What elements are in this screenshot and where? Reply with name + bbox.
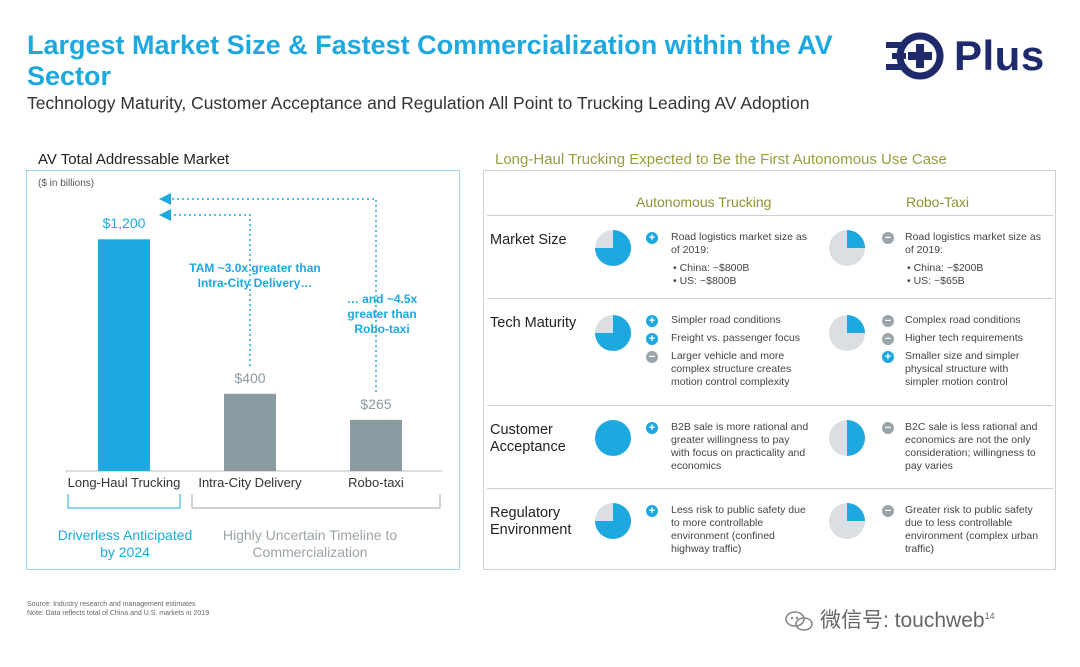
row-label: Market Size [490, 232, 567, 248]
robotaxi-pie-chart [829, 420, 865, 456]
bar-value-label: $1,200 [102, 215, 146, 232]
plus-icon: + [646, 505, 658, 517]
footnote-source: Source: Industry research and management… [27, 601, 196, 608]
row-divider [487, 215, 1053, 216]
bullet-text: Freight vs. passenger focus [671, 332, 800, 344]
bullet-text: B2C sale is less rational and economics … [905, 421, 1038, 472]
robotaxi-pie-chart [829, 230, 865, 266]
bar-category-label: Intra-City Delivery [198, 475, 302, 490]
wechat-icon [785, 611, 813, 632]
page-title: Largest Market Size & Fastest Commercial… [27, 30, 833, 91]
bullet-text: Larger vehicle and more complex structur… [671, 350, 792, 388]
minus-icon: − [882, 422, 894, 434]
bullet-text: Simpler road conditions [671, 314, 781, 326]
minus-icon: − [882, 505, 894, 517]
row-divider [487, 405, 1053, 406]
watermark-superscript: 14 [984, 611, 995, 621]
robotaxi-pie-chart [829, 503, 865, 539]
row-divider [487, 298, 1053, 299]
logo-text: Plus [954, 32, 1045, 79]
bullet-text: Greater risk to public safety due to les… [905, 504, 1039, 555]
bullet-text: Smaller size and simpler physical struct… [905, 350, 1020, 388]
plus-icon: + [646, 232, 658, 244]
bar-value-label: $265 [360, 395, 392, 412]
plus-icon: + [646, 315, 658, 327]
bullet-text: Road logistics market size as of 2019: [905, 231, 1041, 256]
tam-units: ($ in billions) [38, 178, 95, 189]
plus-icon: + [646, 422, 658, 434]
driverless-note: Driverless Anticipated by 2024 [57, 527, 193, 560]
bullet-text: Higher tech requirements [905, 332, 1023, 344]
robotaxi-pie-chart [829, 315, 865, 351]
uncertain-note: Highly Uncertain Timeline to Commerciali… [222, 527, 398, 560]
plus-icon: + [646, 333, 658, 345]
trucking-pie-chart [595, 503, 631, 539]
bullet-text: • US: ~$65B [907, 275, 965, 287]
row-label: Tech Maturity [490, 315, 577, 331]
bullet-text: Road logistics market size as of 2019: [671, 231, 807, 256]
bullet-text: Complex road conditions [905, 314, 1021, 326]
plus-icon: + [882, 351, 894, 363]
bullet-text: • China: ~$200B [907, 262, 984, 274]
bullet-text: • China: ~$800B [673, 262, 750, 274]
bullet-text: • US: ~$800B [673, 275, 737, 287]
wechat-watermark: 微信号: touchweb14 [784, 604, 995, 634]
col-head-robotaxi: Robo-Taxi [906, 194, 970, 210]
bar-category-label: Long-Haul Trucking [67, 475, 181, 490]
plus-logo-icon [886, 32, 944, 80]
annotation-robo-taxi: … and ~4.5x greater than Robo-taxi [346, 292, 418, 336]
watermark-text: 微信号: touchweb [820, 609, 985, 632]
minus-icon: − [882, 315, 894, 327]
bullet-text: Less risk to public safety due to more c… [671, 504, 806, 555]
trucking-pie-chart [595, 230, 631, 266]
use-case-title: Long-Haul Trucking Expected to Be the Fi… [495, 151, 947, 168]
annotation-intra-city: TAM ~3.0x greater than Intra-City Delive… [189, 261, 321, 290]
trucking-pie-chart [595, 420, 631, 456]
col-head-trucking: Autonomous Trucking [636, 194, 772, 210]
row-label: Customer Acceptance [490, 422, 566, 455]
bar-value-label: $400 [234, 369, 266, 386]
minus-icon: − [882, 333, 894, 345]
bullet-text: B2B sale is more rational and greater wi… [671, 421, 809, 472]
tam-chart-panel [26, 170, 460, 570]
comparison-panel [483, 170, 1056, 570]
minus-icon: − [882, 232, 894, 244]
row-label: Regulatory Environment [490, 505, 572, 538]
footnote-note: Note: Data reflects total of China and U… [27, 610, 210, 617]
row-divider [487, 488, 1053, 489]
trucking-pie-chart [595, 315, 631, 351]
bar-category-label: Robo-taxi [348, 475, 404, 490]
plus-logo: Plus [884, 30, 1054, 82]
minus-icon: − [646, 351, 658, 363]
tam-title: AV Total Addressable Market [38, 151, 230, 168]
page-subtitle: Technology Maturity, Customer Acceptance… [27, 93, 810, 113]
